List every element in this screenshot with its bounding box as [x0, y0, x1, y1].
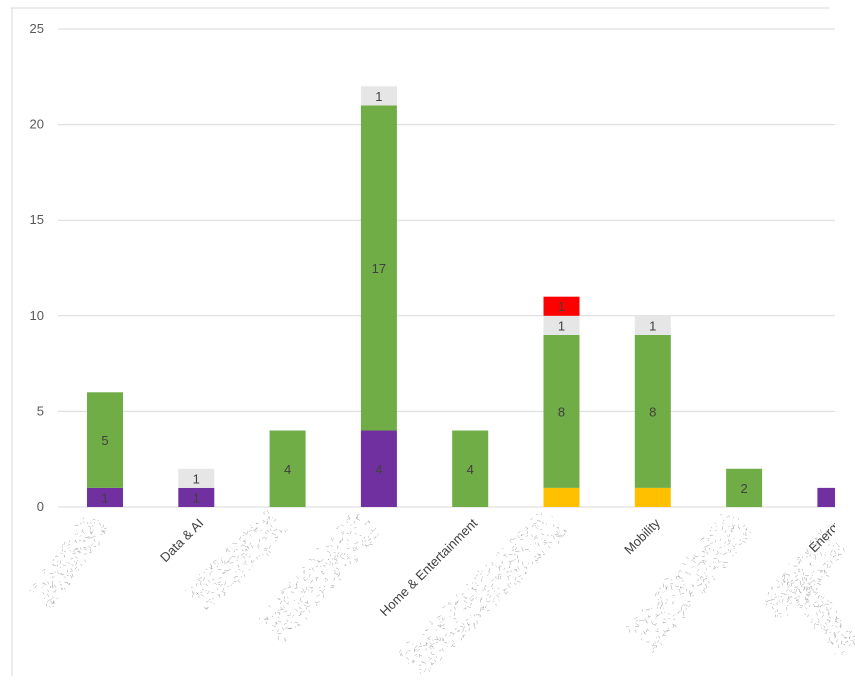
bar-segment-c5-s4 — [543, 296, 580, 316]
data-label-c0-s0: 1 — [101, 490, 108, 505]
bar-segment-c2-s2 — [269, 430, 306, 507]
y-tick-label-25: 25 — [30, 21, 44, 36]
data-label-c1-s0: 1 — [193, 490, 200, 505]
scribble-strokes-0 — [29, 517, 107, 608]
y-tick-label-20: 20 — [30, 117, 44, 132]
data-label-c3-s2: 17 — [372, 261, 386, 276]
scribble-2 — [259, 514, 380, 642]
bars — [87, 86, 835, 507]
data-label-c2-s2: 4 — [284, 462, 291, 477]
data-label-c0-s2: 5 — [101, 433, 108, 448]
y-axis-tick-labels: 0 5 10 15 20 25 — [30, 21, 44, 514]
data-label-c5-s2: 8 — [558, 404, 565, 419]
bar-segment-c4-s2 — [452, 430, 489, 507]
data-label-c4-s2: 4 — [467, 462, 474, 477]
bar-segment-c3-s2 — [360, 105, 397, 431]
bar-segment-c1-s0 — [178, 487, 215, 507]
data-label-c5-s3: 1 — [558, 318, 565, 333]
data-label-c3-s0: 4 — [375, 462, 382, 477]
data-labels: 1 5 1 1 4 4 17 1 4 8 1 1 8 1 2 — [101, 89, 747, 506]
data-label-c6-s3: 1 — [649, 318, 656, 333]
scribble-strokes-3 — [399, 513, 568, 675]
bar-segment-c3-s0 — [360, 430, 397, 507]
bar-segment-c3-s3 — [360, 86, 397, 106]
y-tick-label-5: 5 — [37, 403, 44, 418]
data-label-c6-s2: 8 — [649, 404, 656, 419]
bar-segment-c6-s1 — [634, 487, 671, 507]
bar-segment-c5-s2 — [543, 334, 580, 488]
scribble-1 — [185, 510, 288, 610]
scribble-strokes-2 — [259, 514, 380, 642]
scribble-strokes-5 — [765, 529, 845, 618]
data-label-c3-s3: 1 — [375, 89, 382, 104]
bar-segment-c6-s2 — [634, 334, 671, 488]
scribble-strokes-1 — [185, 510, 288, 610]
scribble-4 — [625, 514, 751, 654]
scribble-strokes-6 — [782, 568, 855, 655]
bar-segment-c6-s3 — [634, 315, 671, 335]
data-label-c7-s2: 2 — [740, 481, 747, 496]
data-label-c5-s4: 1 — [558, 299, 565, 314]
bar-segment-c8-s0 — [817, 487, 835, 507]
scribbled-out-labels — [29, 510, 855, 675]
scribble-strokes-4 — [625, 514, 751, 654]
data-label-c1-s3: 1 — [193, 471, 200, 486]
y-tick-label-0: 0 — [37, 499, 44, 514]
scribble-3 — [399, 513, 568, 675]
bar-segment-c0-s0 — [87, 487, 123, 507]
bar-segment-c1-s3 — [178, 468, 215, 488]
scribble-5 — [765, 529, 845, 618]
y-tick-label-10: 10 — [30, 308, 44, 323]
scribble-0 — [29, 517, 107, 608]
bar-segment-c5-s3 — [543, 315, 580, 335]
scribble-6 — [782, 568, 855, 655]
bar-segment-c0-s2 — [87, 392, 123, 488]
bar-segment-c7-s2 — [726, 468, 763, 507]
y-tick-label-15: 15 — [30, 212, 44, 227]
bar-segment-c5-s1 — [543, 487, 580, 507]
